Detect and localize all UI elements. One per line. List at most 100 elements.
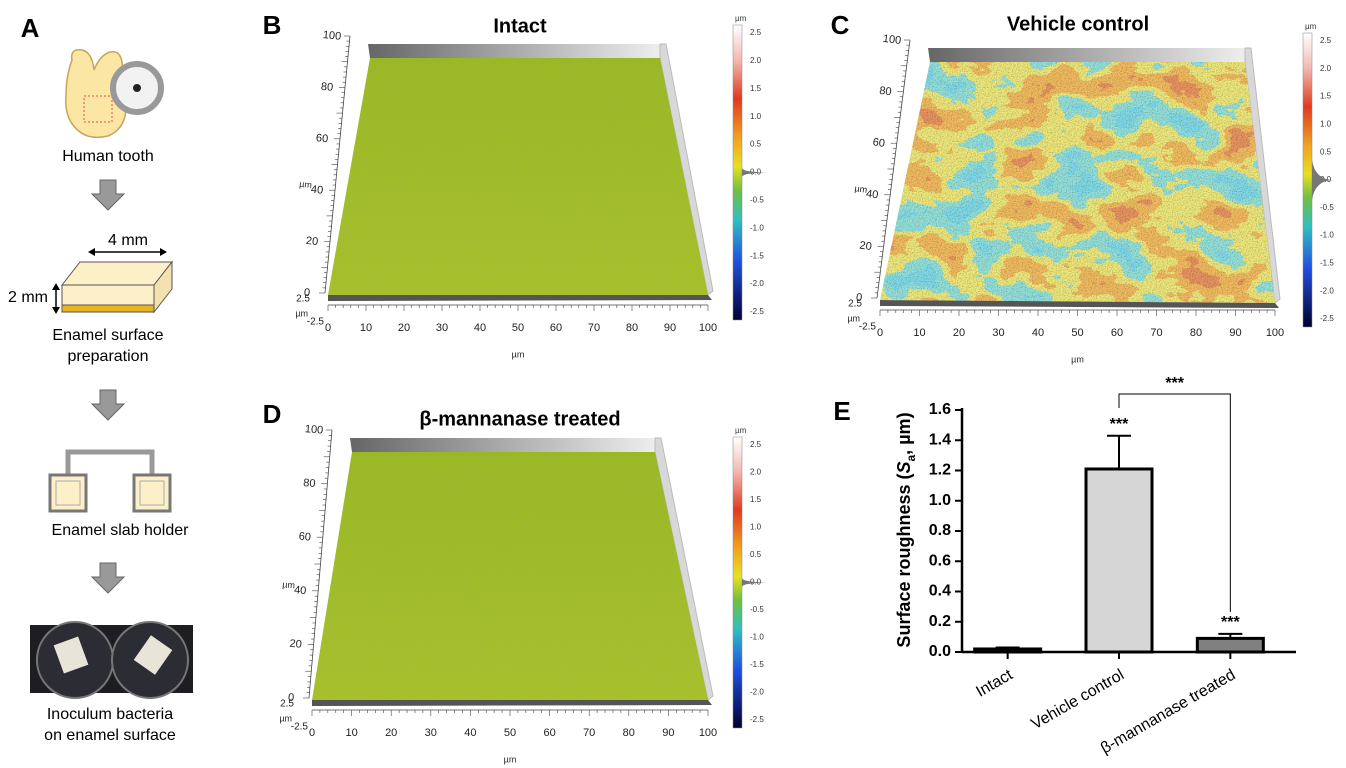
y-axis-unit: µm bbox=[282, 579, 295, 590]
dimension-label: 4 mm bbox=[108, 232, 148, 249]
z-tick-label: 2.5 bbox=[296, 294, 310, 305]
photo-slab bbox=[133, 635, 173, 675]
height-histogram bbox=[742, 578, 772, 587]
surface-map bbox=[312, 452, 708, 700]
colorbar-tick-label: -1.0 bbox=[1320, 231, 1334, 240]
y-tick-label: 1.0 bbox=[929, 492, 951, 509]
back-wall bbox=[350, 438, 655, 452]
colorbar-tick-label: 2.0 bbox=[750, 468, 762, 477]
back-wall bbox=[368, 44, 660, 58]
surface-panel: B Intact 0 10 20 30 40 50 60 70 80 90 100 µm 0 20 40 60 80… bbox=[263, 10, 772, 359]
colorbar-unit: µm bbox=[1305, 22, 1317, 31]
colorbar-tick-label: 1.5 bbox=[1320, 92, 1332, 101]
slab-side bbox=[153, 260, 173, 314]
x-tick-label: 100 bbox=[699, 727, 717, 739]
colorbar-tick-label: -1.0 bbox=[750, 223, 764, 232]
photo-slab bbox=[53, 636, 89, 674]
dim-arrows bbox=[52, 283, 60, 314]
height-histogram bbox=[742, 168, 772, 177]
step-label: Enamel surface bbox=[52, 327, 163, 344]
colorbar-tick-label: 2.0 bbox=[1320, 64, 1332, 73]
side-wall bbox=[654, 437, 714, 701]
colorbar bbox=[1302, 32, 1313, 328]
y-axis-title-part: Surface roughness ( bbox=[894, 474, 914, 648]
saw-hub bbox=[133, 84, 141, 92]
y-axis-title-part: , µm) bbox=[894, 412, 914, 454]
colorbar-tick-label: 0.5 bbox=[1320, 147, 1332, 156]
holder-slot bbox=[48, 473, 88, 513]
step-label: preparation bbox=[68, 348, 149, 365]
holder-slot bbox=[132, 473, 172, 513]
y-tick-label: 60 bbox=[315, 132, 328, 145]
x-tick-label: 80 bbox=[1190, 327, 1202, 339]
x-tick-label: 80 bbox=[623, 727, 635, 739]
y-tick-label: 0.8 bbox=[929, 522, 951, 539]
x-tick-label: 70 bbox=[583, 727, 595, 739]
colorbar-tick-label: 0.5 bbox=[750, 140, 762, 149]
x-tick-label: 90 bbox=[662, 727, 674, 739]
bracket bbox=[1118, 393, 1231, 612]
y-tick-label: 1.4 bbox=[929, 431, 951, 448]
significance: *** bbox=[1110, 416, 1129, 433]
y-tick-label: 0.2 bbox=[929, 613, 951, 630]
step-label: on enamel surface bbox=[44, 727, 176, 744]
z-tick-label: 2.5 bbox=[280, 699, 294, 710]
dimension-label: 2 mm bbox=[8, 289, 48, 306]
z-tick-label: -2.5 bbox=[307, 317, 325, 328]
significance: *** bbox=[1221, 614, 1240, 631]
y-tick-label: 100 bbox=[322, 29, 341, 43]
x-tick-label: 90 bbox=[664, 322, 676, 334]
z-tick-label: -2.5 bbox=[291, 722, 309, 733]
step-label: Inoculum bacteria bbox=[47, 706, 173, 723]
colorbar-tick-label: 2.5 bbox=[1320, 36, 1332, 45]
colorbar-tick-label: -2.5 bbox=[1320, 314, 1334, 323]
x-tick-label: 50 bbox=[512, 322, 524, 334]
bar bbox=[1195, 636, 1265, 654]
colorbar-tick-label: -1.5 bbox=[1320, 259, 1334, 268]
x-tick-label: 90 bbox=[1229, 327, 1241, 339]
colorbar-unit: µm bbox=[735, 14, 747, 23]
x-tick-label: 80 bbox=[626, 322, 638, 334]
colorbar-tick-label: 1.0 bbox=[750, 523, 762, 532]
x-tick-label: 70 bbox=[588, 322, 600, 334]
x-tick-label: 70 bbox=[1150, 327, 1162, 339]
y-axis-unit: µm bbox=[299, 179, 313, 190]
colorbar-tick-label: 0.5 bbox=[750, 550, 762, 559]
x-tick-label: 20 bbox=[385, 727, 397, 739]
y-tick-label: 40 bbox=[294, 584, 307, 597]
colorbar bbox=[732, 24, 743, 321]
x-tick-label: 30 bbox=[992, 327, 1004, 339]
x-tick-label: 60 bbox=[543, 727, 555, 739]
colorbar-tick-label: -0.5 bbox=[750, 605, 764, 614]
x-tick-label: 20 bbox=[398, 322, 410, 334]
y-axis-title: Surface roughness (Sa, µm) bbox=[894, 412, 918, 647]
y-tick-label: 20 bbox=[289, 638, 302, 651]
x-axis-unit: µm bbox=[1071, 354, 1084, 364]
panel-label: A bbox=[21, 13, 40, 43]
significance: *** bbox=[1165, 375, 1184, 392]
colorbar-tick-label: -2.5 bbox=[750, 715, 764, 724]
surface-panel: C Vehicle control 0 10 20 30 40 50 60 70 80 90 100 µm… bbox=[831, 10, 1335, 365]
y-tick-label: 0.0 bbox=[929, 643, 951, 660]
y-tick-label: 0 bbox=[855, 292, 863, 305]
colorbar-tick-label: 1.5 bbox=[750, 84, 762, 93]
x-tick-label: 10 bbox=[913, 327, 925, 339]
colorbar-tick-label: -1.5 bbox=[750, 660, 764, 669]
panel-a-drawings bbox=[30, 48, 193, 699]
x-tick-label: 50 bbox=[1071, 327, 1083, 339]
arrow bbox=[90, 389, 126, 421]
y-tick-label: 0.4 bbox=[929, 583, 951, 600]
y-tick-label: 0 bbox=[287, 692, 294, 704]
x-tick-label: 40 bbox=[474, 322, 486, 334]
x-tick-label: 10 bbox=[360, 322, 372, 334]
colorbar-tick-label: -2.0 bbox=[750, 688, 764, 697]
x-tick-label: 30 bbox=[425, 727, 437, 739]
x-tick-label: 60 bbox=[550, 322, 562, 334]
colorbar-unit: µm bbox=[735, 426, 747, 435]
x-axis-unit: µm bbox=[504, 754, 517, 764]
colorbar-tick-label: -2.0 bbox=[750, 279, 764, 288]
surface-map bbox=[880, 62, 1275, 303]
y-tick-label: 100 bbox=[882, 33, 902, 47]
slab-top bbox=[60, 261, 174, 286]
